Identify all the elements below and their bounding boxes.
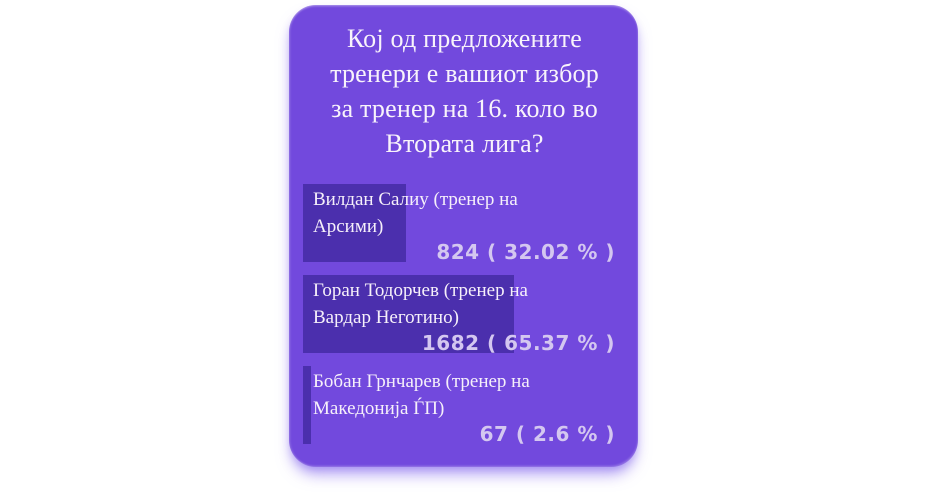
poll-option: Горан Тодорчев (тренер на Вардар Неготин… (303, 275, 626, 355)
option-label-line: Арсими) (313, 216, 384, 237)
poll-options-list: Вилдан Салиу (тренер на Арсими) 824 ( 32… (303, 184, 626, 446)
option-result: 1682 ( 65.37 % ) (421, 331, 615, 355)
option-label-line: Бобан Грнчарев (тренер на (313, 371, 530, 392)
option-result: 824 ( 32.02 % ) (436, 240, 615, 264)
option-label: Вилдан Салиу (тренер на Арсими) (303, 184, 626, 240)
option-label: Горан Тодорчев (тренер на Вардар Неготин… (303, 275, 626, 331)
option-label-line: Горан Тодорчев (тренер на (313, 280, 528, 301)
question-line: Втората лига? (385, 129, 544, 158)
question-line: Кој од предложените (346, 24, 583, 53)
result-bar (303, 275, 515, 353)
result-bar (303, 184, 407, 262)
option-result: 67 ( 2.6 % ) (479, 422, 615, 446)
poll-question: Кој од предложените тренери е вашиот изб… (303, 21, 626, 161)
question-line: за тренер на 16. коло во (331, 94, 598, 123)
poll-card: Кој од предложените тренери е вашиот изб… (289, 5, 638, 467)
option-label-line: Вилдан Салиу (тренер на (313, 189, 518, 210)
poll-option: Бобан Грнчарев (тренер на Македонија ЃП)… (303, 366, 626, 446)
option-label: Бобан Грнчарев (тренер на Македонија ЃП) (303, 366, 626, 422)
option-label-line: Вардар Неготино) (313, 307, 459, 328)
result-bar (303, 366, 312, 444)
poll-option: Вилдан Салиу (тренер на Арсими) 824 ( 32… (303, 184, 626, 264)
question-line: тренери е вашиот избор (330, 59, 599, 88)
option-label-line: Македонија ЃП) (313, 398, 445, 419)
